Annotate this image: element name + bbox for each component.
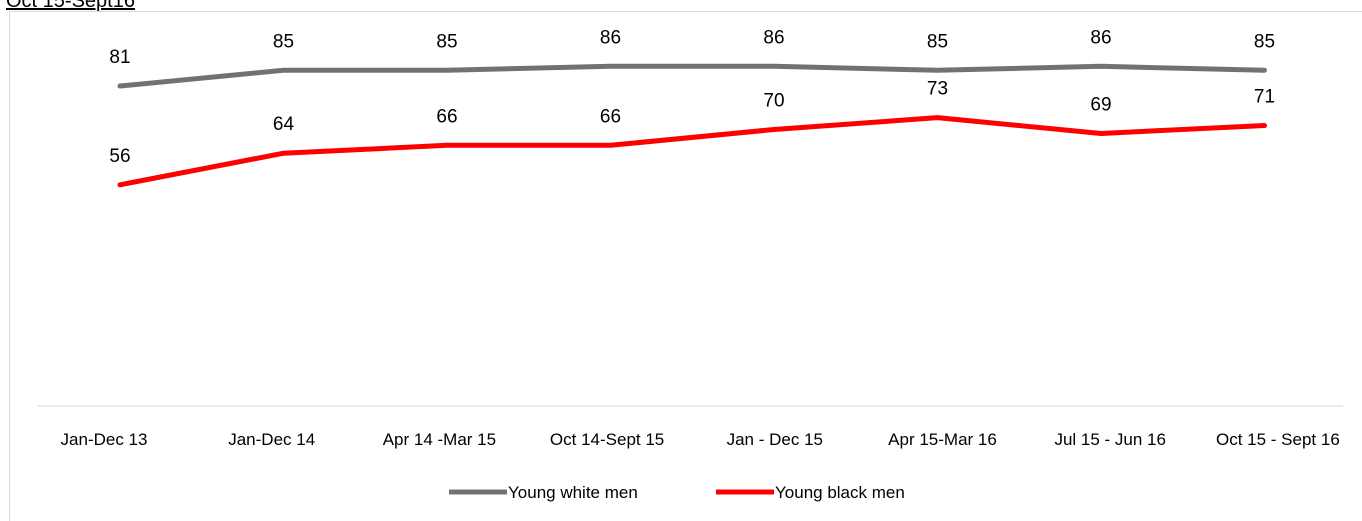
x-tick-label-6: Jul 15 - Jun 16 <box>1054 430 1166 449</box>
series-line-young-white-men <box>117 63 1267 89</box>
chart-frame <box>9 11 1362 521</box>
x-tick-label-5: Apr 15-Mar 16 <box>888 430 997 449</box>
legend: Young white men Young black men <box>449 483 905 502</box>
series-line-young-black-men <box>117 115 1267 188</box>
data-label-young-white-men-3: 86 <box>600 27 621 48</box>
x-tick-layer: Jan-Dec 13 Jan-Dec 14 Apr 14 -Mar 15 Oct 14… <box>61 430 1340 449</box>
x-tick-label-0: Jan-Dec 13 <box>61 430 148 449</box>
data-label-young-black-men-0: 56 <box>109 146 130 167</box>
data-label-layer: 81 85 85 86 86 85 86 85 56 64 66 66 70 73 69 71 <box>109 27 1275 167</box>
data-label-young-black-men-4: 70 <box>763 91 784 112</box>
data-label-young-black-men-7: 71 <box>1254 87 1275 108</box>
series-layer <box>117 63 1267 188</box>
chart-heading: Oct 15-Sept16 <box>6 0 135 12</box>
data-label-young-white-men-5: 85 <box>927 31 948 52</box>
data-label-young-white-men-4: 86 <box>763 27 784 48</box>
legend-label-young-white-men: Young white men <box>508 483 638 502</box>
x-tick-label-1: Jan-Dec 14 <box>228 430 315 449</box>
data-label-young-black-men-1: 64 <box>273 114 295 135</box>
data-label-young-white-men-7: 85 <box>1254 31 1275 52</box>
data-label-young-black-men-6: 69 <box>1090 94 1111 115</box>
data-label-young-black-men-3: 66 <box>600 106 621 127</box>
data-label-young-white-men-0: 81 <box>109 47 130 68</box>
x-tick-label-4: Jan - Dec 15 <box>727 430 823 449</box>
x-tick-label-3: Oct 14-Sept 15 <box>550 430 664 449</box>
x-tick-label-7: Oct 15 - Sept 16 <box>1216 430 1340 449</box>
data-label-young-black-men-2: 66 <box>436 106 457 127</box>
data-label-young-white-men-1: 85 <box>273 31 294 52</box>
legend-label-young-black-men: Young black men <box>775 483 905 502</box>
x-tick-label-2: Apr 14 -Mar 15 <box>383 430 496 449</box>
data-label-young-black-men-5: 73 <box>927 79 948 100</box>
data-label-young-white-men-2: 85 <box>436 31 457 52</box>
data-label-young-white-men-6: 86 <box>1090 27 1111 48</box>
